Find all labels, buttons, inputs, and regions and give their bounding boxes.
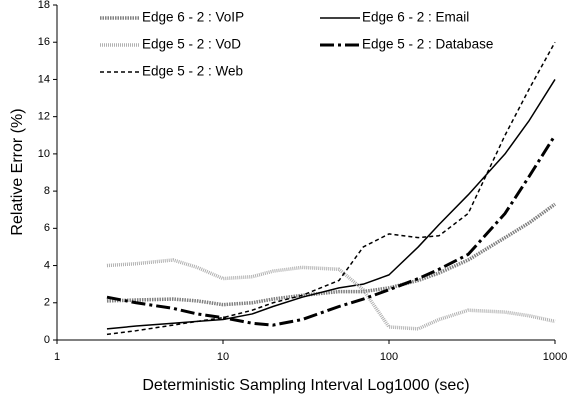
legend-label: Edge 6 - 2 : Email — [362, 10, 469, 25]
y-tick-label: 12 — [38, 111, 50, 123]
y-tick-label: 6 — [44, 222, 50, 234]
x-axis-label: Deterministic Sampling Interval Log1000 … — [142, 377, 469, 394]
x-tick-label: 10 — [217, 351, 229, 363]
x-tick-label: 100 — [380, 351, 398, 363]
series-line — [106, 41, 556, 336]
x-tick-label: 1000 — [543, 351, 567, 363]
series-line — [106, 258, 556, 331]
legend-label: Edge 5 - 2 : VoD — [142, 37, 241, 52]
series-line — [106, 134, 557, 327]
series-line — [106, 79, 556, 330]
y-tick-label: 16 — [38, 36, 50, 48]
legend-label: Edge 5 - 2 : Web — [142, 64, 243, 79]
x-tick-label: 1 — [54, 351, 60, 363]
y-tick-label: 0 — [44, 334, 50, 346]
y-tick-label: 14 — [38, 73, 50, 85]
y-tick-label: 8 — [44, 185, 50, 197]
y-axis-label: Relative Error (%) — [9, 108, 26, 235]
y-tick-label: 18 — [38, 0, 50, 11]
legend-label: Edge 6 - 2 : VoIP — [142, 10, 244, 25]
y-tick-label: 10 — [38, 148, 50, 160]
series-line — [106, 202, 557, 307]
y-tick-label: 4 — [44, 259, 50, 271]
y-tick-label: 2 — [44, 297, 50, 309]
legend-label: Edge 5 - 2 : Database — [362, 37, 493, 52]
